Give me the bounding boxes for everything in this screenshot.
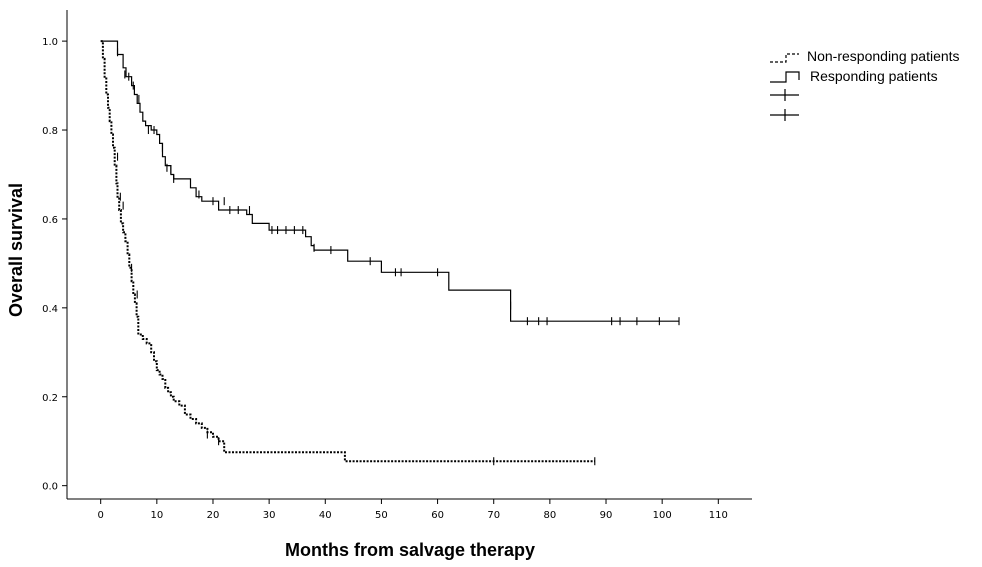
series-layer — [100, 40, 680, 466]
x-tick-label: 20 — [207, 510, 220, 521]
y-tick-label: 0.4 — [42, 304, 58, 315]
legend-label-responding: Responding patients — [810, 68, 938, 84]
legend-censor-marker-2 — [770, 109, 799, 121]
km-curve-responding-patients — [100, 40, 679, 322]
x-tick-label: 80 — [544, 510, 557, 521]
x-axis-ticks: 0 10 20 30 40 50 60 70 80 90 100 110 — [98, 499, 728, 521]
legend: Non-responding patients Responding patie… — [770, 48, 960, 121]
x-tick-label: 40 — [319, 510, 332, 521]
legend-label-non-responding: Non-responding patients — [807, 48, 960, 64]
y-tick-label: 0.2 — [42, 393, 58, 404]
legend-swatch-responding — [770, 71, 800, 83]
x-tick-label: 10 — [150, 510, 163, 521]
x-tick-label: 100 — [653, 510, 672, 521]
y-tick-label: 0.6 — [42, 215, 58, 226]
y-axis-title: Overall survival — [6, 183, 26, 317]
x-tick-label: 90 — [600, 510, 613, 521]
y-tick-label: 0.8 — [42, 126, 58, 137]
x-tick-label: 110 — [709, 510, 728, 521]
series-responding-patients — [100, 40, 680, 326]
legend-censor-marker-1 — [770, 89, 799, 101]
y-tick-label: 0.0 — [42, 482, 58, 493]
y-axis-ticks: 0.0 0.2 0.4 0.6 0.8 1.0 — [42, 37, 67, 493]
x-tick-label: 50 — [375, 510, 388, 521]
x-tick-label: 0 — [98, 510, 104, 521]
y-tick-label: 1.0 — [42, 37, 58, 48]
km-curve-non-responding-patients — [100, 40, 595, 463]
x-tick-label: 70 — [487, 510, 500, 521]
plot-frame — [66, 10, 752, 500]
x-axis-title: Months from salvage therapy — [285, 540, 535, 560]
legend-swatch-non-responding — [770, 53, 799, 63]
x-tick-label: 30 — [263, 510, 276, 521]
series-non-responding-patients — [100, 40, 596, 466]
x-tick-label: 60 — [431, 510, 444, 521]
